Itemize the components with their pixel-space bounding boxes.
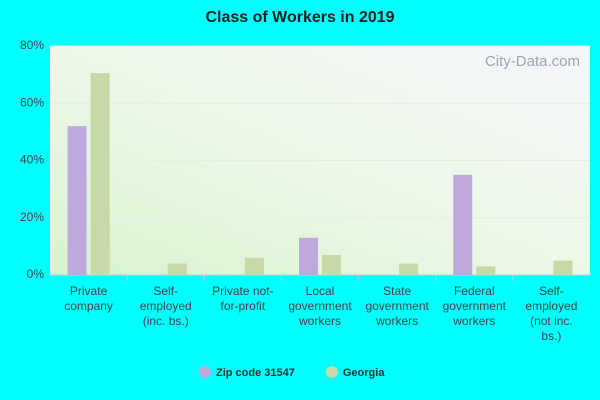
bar	[90, 73, 110, 275]
bar	[322, 254, 341, 275]
y-tick-label: 40%	[20, 153, 44, 167]
y-tick-label: 60%	[20, 95, 44, 109]
bar	[299, 237, 318, 275]
bar	[244, 257, 264, 275]
x-tick-label: Local government workers	[288, 284, 352, 328]
bar	[453, 174, 473, 275]
legend-label: Georgia	[343, 367, 385, 379]
x-tick-label: State government workers	[365, 284, 429, 328]
legend-swatch	[199, 366, 211, 378]
legend-swatch	[325, 366, 338, 378]
watermark: City-Data.com	[485, 53, 580, 70]
bar	[476, 266, 496, 275]
x-tick-label: Federal government workers	[443, 284, 507, 328]
x-tick-label: Private not-for-profit	[212, 284, 273, 313]
y-tick-label: 0%	[27, 267, 45, 281]
x-tick-label: Self-employed (inc. bs.)	[140, 284, 192, 328]
legend-label: Zip code 31547	[216, 367, 295, 379]
bar	[399, 263, 419, 275]
y-tick-label: 20%	[20, 210, 44, 224]
x-tick-label: Private company	[64, 284, 113, 313]
bar	[67, 126, 87, 276]
y-tick-label: 80%	[20, 38, 44, 52]
bar	[553, 260, 573, 275]
chart-title: Class of Workers in 2019	[205, 9, 394, 26]
bar	[167, 263, 187, 275]
x-tick-label: Self-employed (not inc. bs.)	[525, 284, 577, 343]
